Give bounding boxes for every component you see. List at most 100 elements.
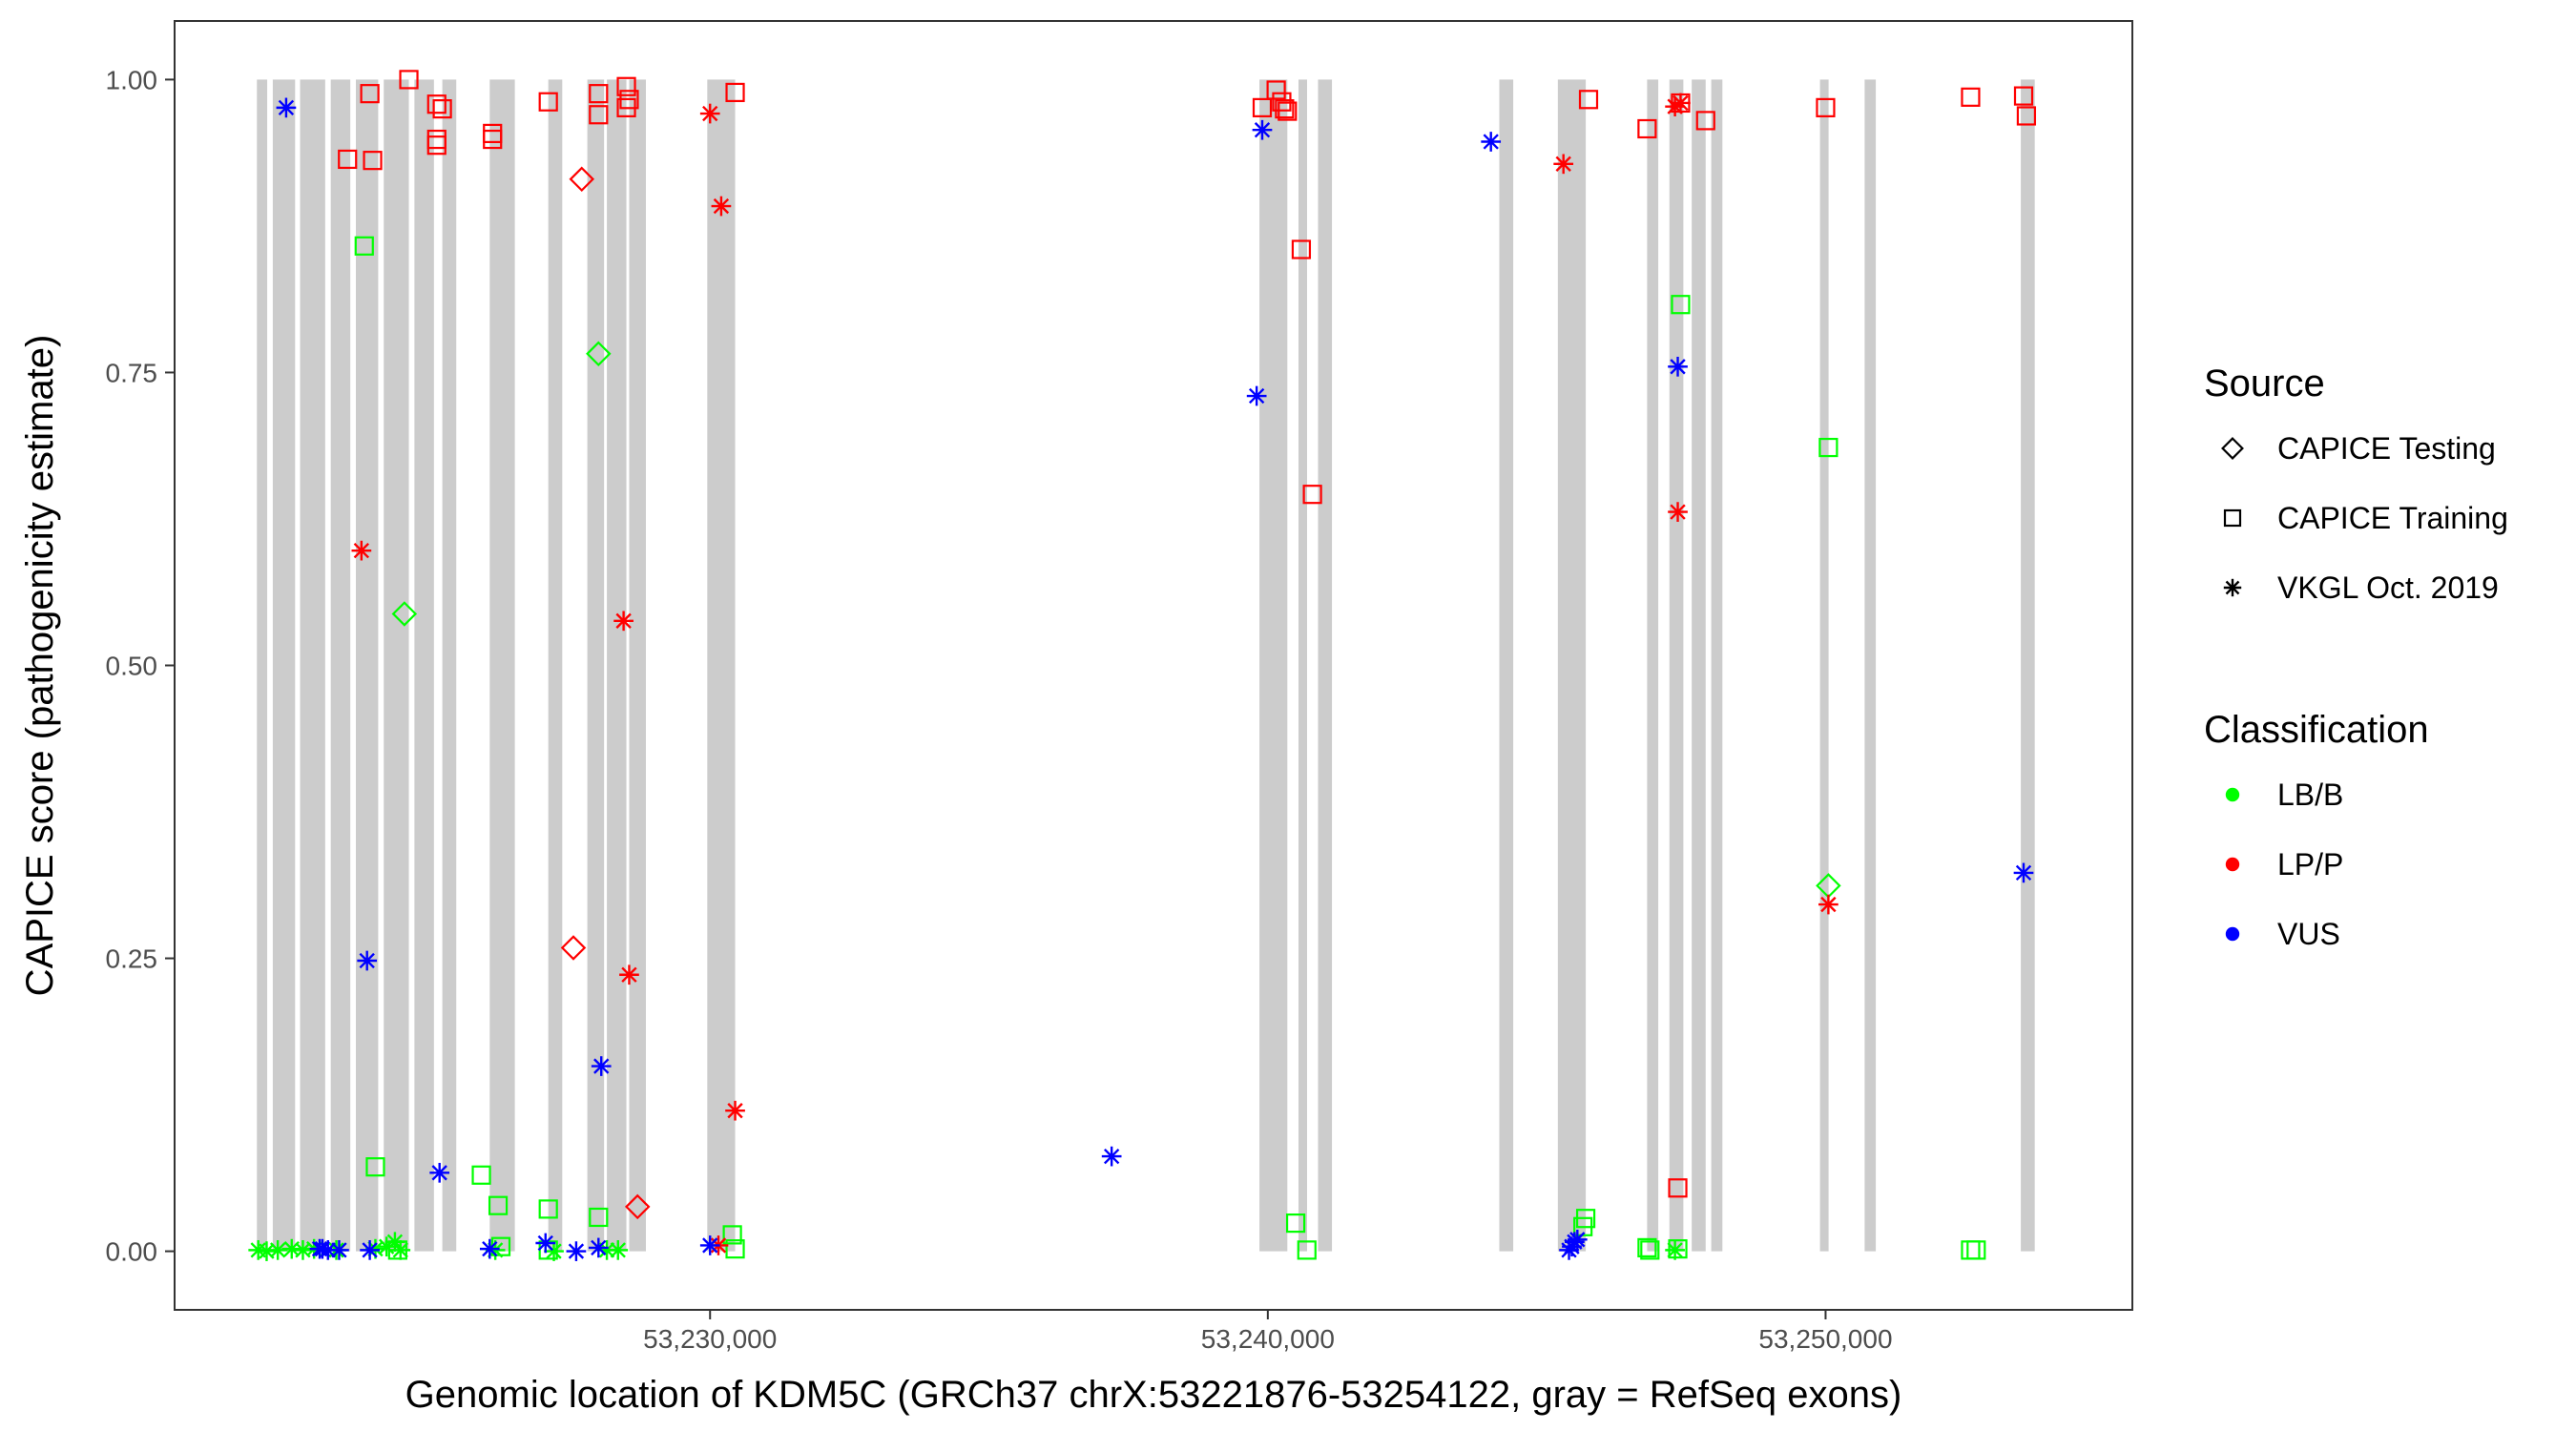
- x-axis: 53,230,000 53,240,000 53,250,000: [643, 1310, 1893, 1354]
- data-point: [725, 1100, 745, 1121]
- data-point: [560, 935, 587, 961]
- data-point: [1285, 1213, 1306, 1234]
- data-point: [1640, 1240, 1660, 1260]
- data-point: [1966, 1240, 1986, 1260]
- legend-key-dot: [2225, 787, 2240, 802]
- data-point: [426, 94, 447, 114]
- data-point: [725, 1239, 745, 1259]
- data-point: [483, 129, 503, 150]
- legend-key-dot: [2225, 857, 2240, 872]
- data-point: [2013, 862, 2034, 883]
- data-point: [589, 105, 609, 125]
- x-tick-label: 53,230,000: [643, 1324, 777, 1354]
- data-point: [1671, 93, 1691, 114]
- exon-band: [356, 79, 379, 1252]
- y-tick-label: 1.00: [106, 65, 158, 94]
- data-point: [1671, 295, 1691, 315]
- legend-source-title: Source: [2204, 363, 2325, 404]
- data-point: [1291, 239, 1312, 259]
- data-point: [1818, 894, 1839, 915]
- data-point: [426, 135, 447, 156]
- data-point: [354, 236, 374, 256]
- data-point: [363, 151, 383, 171]
- data-point: [586, 341, 612, 367]
- exon-band: [1259, 79, 1288, 1252]
- exon-band: [272, 79, 296, 1252]
- y-tick-label: 0.75: [106, 358, 158, 387]
- data-point: [589, 84, 609, 104]
- data-point: [1695, 111, 1715, 131]
- legend: Source Classification CAPICE Testing CAPI…: [2204, 363, 2508, 951]
- exon-band: [1647, 79, 1659, 1252]
- legend-label: LP/P: [2277, 847, 2343, 881]
- data-point: [616, 76, 636, 96]
- data-point: [2016, 106, 2037, 126]
- data-point: [312, 1238, 333, 1259]
- data-point: [1816, 97, 1836, 117]
- data-point: [589, 1207, 609, 1228]
- data-point: [566, 1241, 587, 1261]
- exon-band: [1669, 79, 1684, 1252]
- exon-band: [414, 79, 434, 1252]
- data-point: [1668, 1178, 1688, 1198]
- exon-band: [1318, 79, 1333, 1252]
- data-point: [613, 611, 634, 632]
- data-point: [1481, 132, 1502, 152]
- data-point: [569, 166, 595, 193]
- data-point: [699, 103, 720, 124]
- data-point: [538, 92, 558, 112]
- exon-band: [629, 79, 646, 1252]
- legend-key-shape: [2221, 437, 2244, 460]
- exon-band: [1711, 79, 1723, 1252]
- exon-band: [300, 79, 325, 1252]
- legend-key-dot: [2225, 926, 2240, 942]
- data-point: [390, 1240, 411, 1260]
- data-point: [471, 1165, 491, 1185]
- data-point: [1252, 97, 1273, 117]
- data-point: [1818, 437, 1839, 458]
- exon-band: [1557, 79, 1587, 1252]
- exon-band: [257, 79, 268, 1252]
- data-point: [267, 1240, 288, 1260]
- plot-panel-border: [174, 20, 2133, 1311]
- legend-label: VUS: [2277, 917, 2340, 951]
- data-point: [608, 1240, 629, 1260]
- x-tick-label: 53,250,000: [1758, 1324, 1892, 1354]
- exon-band: [489, 79, 515, 1252]
- data-point: [725, 82, 745, 103]
- data-point: [1297, 1240, 1317, 1260]
- data-point: [1637, 1237, 1657, 1258]
- y-tick-label: 0.00: [106, 1237, 158, 1267]
- y-axis-title: CAPICE score (pathogenicity estimate): [19, 335, 61, 997]
- y-tick-label: 0.25: [106, 944, 158, 974]
- legend-label: CAPICE Testing: [2277, 431, 2496, 466]
- data-point: [1302, 485, 1322, 505]
- data-point: [2013, 86, 2034, 106]
- legend-key-shape: [2223, 578, 2242, 597]
- data-point: [616, 97, 636, 117]
- exon-band: [548, 79, 563, 1252]
- exon-band: [587, 79, 605, 1252]
- data-point: [535, 1233, 556, 1254]
- data-point: [488, 1195, 509, 1215]
- data-point: [588, 1237, 609, 1258]
- data-point: [1553, 154, 1574, 175]
- exon-band: [1864, 79, 1877, 1252]
- data-point: [1637, 118, 1657, 139]
- data-point: [1278, 101, 1298, 121]
- legend-classification-title: Classification: [2204, 709, 2429, 751]
- data-point: [351, 540, 372, 561]
- data-point: [624, 1193, 651, 1220]
- x-tick-label: 53,240,000: [1201, 1324, 1335, 1354]
- data-point: [357, 950, 378, 971]
- data-point: [1266, 80, 1286, 100]
- exon-band: [607, 79, 627, 1252]
- data-points: [248, 70, 2037, 1261]
- y-tick-label: 0.50: [106, 652, 158, 681]
- data-point: [1961, 1240, 1981, 1260]
- data-point: [1567, 1229, 1588, 1250]
- exon-band: [1298, 79, 1307, 1252]
- legend-label: LB/B: [2277, 778, 2343, 812]
- data-point: [1275, 99, 1295, 119]
